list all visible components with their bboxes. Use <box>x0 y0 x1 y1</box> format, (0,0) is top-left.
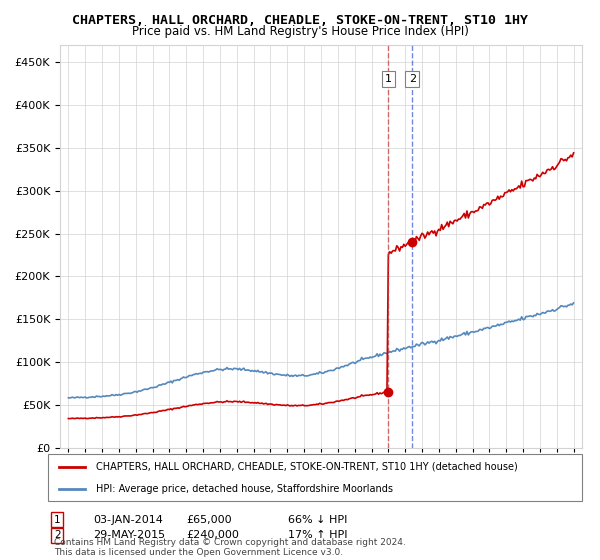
Text: CHAPTERS, HALL ORCHARD, CHEADLE, STOKE-ON-TRENT, ST10 1HY: CHAPTERS, HALL ORCHARD, CHEADLE, STOKE-O… <box>72 14 528 27</box>
Text: CHAPTERS, HALL ORCHARD, CHEADLE, STOKE-ON-TRENT, ST10 1HY (detached house): CHAPTERS, HALL ORCHARD, CHEADLE, STOKE-O… <box>96 462 518 472</box>
Text: 1: 1 <box>54 515 61 525</box>
Text: 2: 2 <box>54 530 61 540</box>
Text: HPI: Average price, detached house, Staffordshire Moorlands: HPI: Average price, detached house, Staf… <box>96 484 393 494</box>
Text: 17% ↑ HPI: 17% ↑ HPI <box>288 530 347 540</box>
Text: 03-JAN-2014: 03-JAN-2014 <box>93 515 163 525</box>
Text: Contains HM Land Registry data © Crown copyright and database right 2024.
This d: Contains HM Land Registry data © Crown c… <box>54 538 406 557</box>
Text: £65,000: £65,000 <box>186 515 232 525</box>
Text: £240,000: £240,000 <box>186 530 239 540</box>
FancyBboxPatch shape <box>48 454 582 501</box>
Text: Price paid vs. HM Land Registry's House Price Index (HPI): Price paid vs. HM Land Registry's House … <box>131 25 469 38</box>
Text: 66% ↓ HPI: 66% ↓ HPI <box>288 515 347 525</box>
Text: 29-MAY-2015: 29-MAY-2015 <box>93 530 165 540</box>
Text: 2: 2 <box>409 74 416 84</box>
Text: 1: 1 <box>385 74 392 84</box>
